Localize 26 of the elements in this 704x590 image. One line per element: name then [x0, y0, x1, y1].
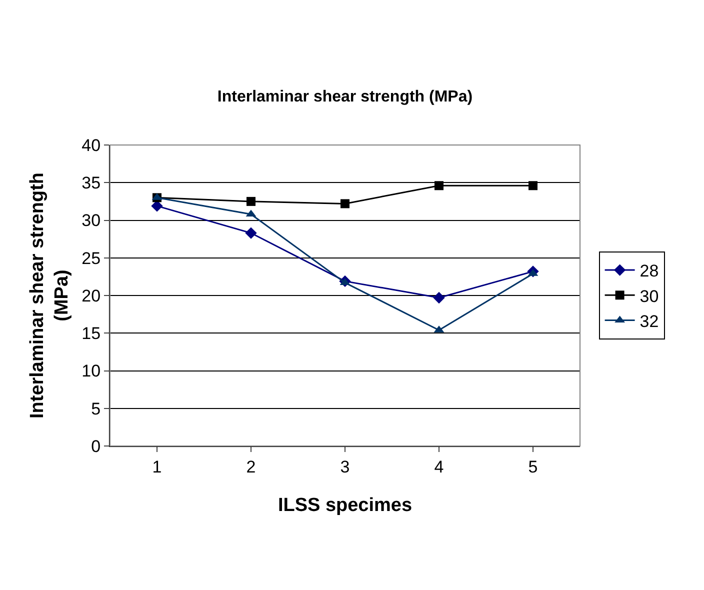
legend-label: 32 [640, 312, 659, 331]
point [245, 227, 257, 239]
y-tick-label: 20 [82, 286, 101, 306]
x-axis-title: ILSS specimes [278, 495, 412, 516]
point [340, 199, 350, 208]
legend-label: 28 [640, 262, 659, 281]
y-tick-label: 30 [82, 211, 101, 230]
x-tick-label: 1 [152, 457, 162, 476]
point [246, 196, 256, 206]
point [528, 181, 538, 190]
point [434, 181, 444, 190]
y-axis-title: Interlaminar shear strength (MPa) [26, 172, 73, 419]
chart-title: Interlaminar shear strength (MPa) [217, 88, 473, 106]
y-tick-label: 40 [82, 136, 101, 155]
x-tick-label: 3 [340, 457, 350, 476]
legend-label: 30 [640, 286, 659, 306]
y-tick-label: 10 [82, 362, 101, 381]
y-tick-label: 35 [82, 174, 101, 193]
y-tick-label: 25 [82, 248, 101, 268]
y-tick-label: 5 [91, 399, 101, 418]
y-tick-label: 15 [82, 324, 101, 344]
x-tick-label: 5 [528, 457, 538, 476]
point [433, 292, 445, 304]
y-tick-label: 0 [91, 436, 101, 456]
x-tick-label: 2 [246, 457, 256, 476]
x-tick-label: 4 [434, 457, 444, 476]
